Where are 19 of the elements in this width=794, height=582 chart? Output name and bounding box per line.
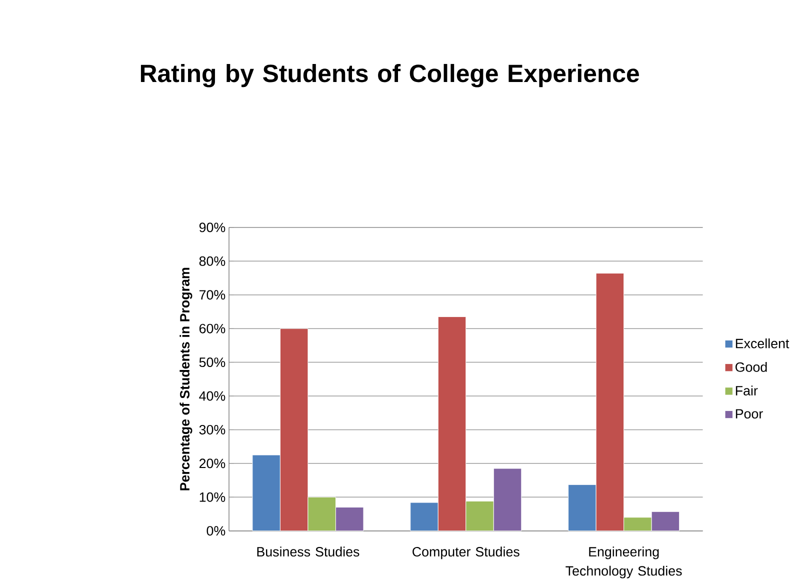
legend-label: Excellent [736, 338, 790, 349]
y-tick-label: 40% [199, 392, 226, 401]
y-tick-label: 60% [199, 324, 226, 334]
y-tick-label: 90% [199, 222, 226, 232]
y-tick-label: 10% [200, 492, 226, 502]
y-axis-title: Percentage of Students in Program [180, 268, 192, 491]
y-tick-label: 20% [199, 458, 226, 468]
y-tick-label: 50% [199, 358, 226, 368]
y-tick-label: 0% [206, 526, 226, 536]
y-tick-label: 30% [199, 425, 226, 435]
legend-label: Poor [736, 409, 763, 419]
x-tick-label: Engineering Technology Studies [566, 546, 682, 579]
y-tick-label: 70% [199, 290, 226, 300]
legend-label: Fair [736, 386, 758, 396]
legend-label: Good [736, 362, 767, 372]
x-tick-label: Business Studies [257, 546, 360, 557]
y-tick-label: 80% [199, 256, 226, 266]
chart-title: Rating by Students of College Experience [140, 64, 639, 88]
x-tick-label: Computer Studies [412, 546, 520, 560]
